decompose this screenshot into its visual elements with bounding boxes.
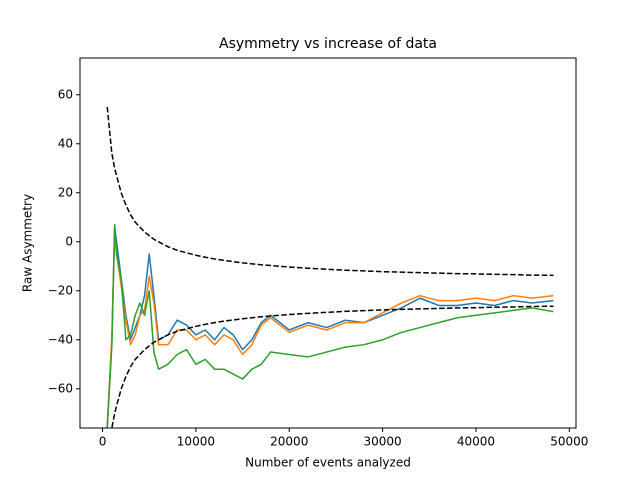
y-axis-label: Raw Asymmetry [21, 194, 35, 292]
x-tick-label: 30000 [364, 435, 402, 449]
x-tick-label: 10000 [177, 435, 215, 449]
plot-area [106, 106, 554, 428]
y-tick-label: 20 [58, 185, 73, 199]
x-tick-label: 20000 [270, 435, 308, 449]
y-tick-label: −60 [48, 381, 73, 395]
chart-title: Asymmetry vs increase of data [219, 36, 437, 52]
axes-frame [79, 57, 577, 429]
y-tick-label: 40 [58, 136, 73, 150]
series-line [111, 305, 554, 428]
x-tick-label: 40000 [457, 435, 495, 449]
series-line [106, 106, 554, 277]
series-line [106, 226, 554, 428]
x-tick-label: 50000 [550, 435, 588, 449]
y-tick-label: 0 [65, 234, 73, 248]
x-axis-label: Number of events analyzed [245, 456, 411, 470]
y-tick-label: −20 [48, 283, 73, 297]
series-line [106, 228, 554, 428]
series-line [106, 223, 554, 428]
y-tick-label: 60 [58, 87, 73, 101]
y-tick-label: −40 [48, 332, 73, 346]
x-tick-label: 0 [99, 435, 107, 449]
